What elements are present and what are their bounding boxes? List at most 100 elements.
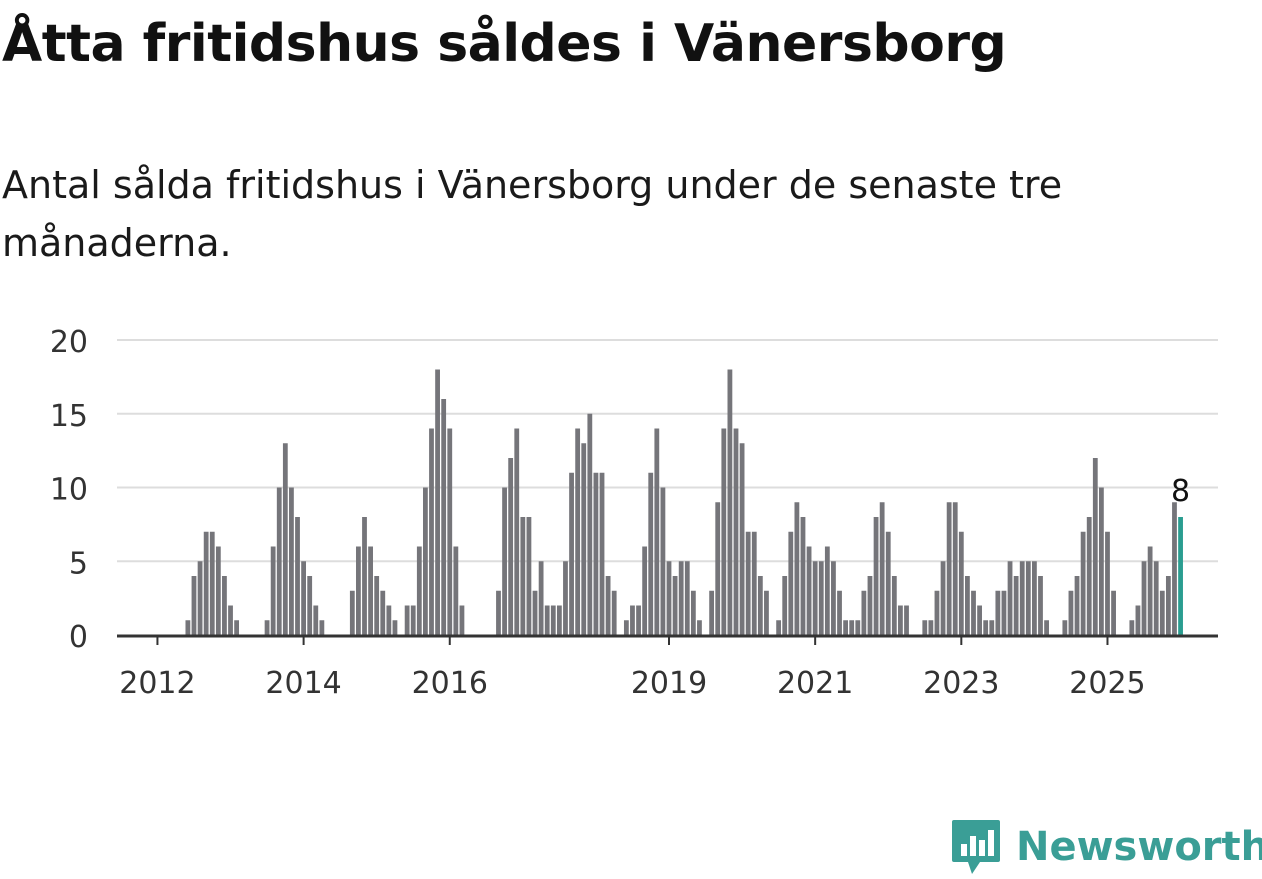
bar [946, 502, 952, 635]
bar [776, 620, 782, 635]
bar [989, 620, 995, 635]
bar [569, 472, 574, 635]
bar [1172, 502, 1177, 635]
bar [1013, 576, 1019, 635]
bar [368, 546, 373, 635]
bar [837, 590, 842, 635]
bar [575, 428, 581, 635]
bar [319, 620, 325, 635]
newsworthy-brand[interactable]: Newsworthy [950, 818, 1262, 876]
bar [228, 605, 233, 635]
bar [1105, 531, 1110, 635]
bar [1098, 487, 1104, 635]
x-tick-label: 2012 [119, 666, 195, 701]
bar [660, 487, 666, 635]
bar [550, 605, 556, 635]
bar [715, 502, 721, 635]
bar [788, 531, 794, 635]
bar [965, 576, 970, 635]
bar [215, 546, 221, 635]
bar [538, 561, 544, 635]
bar [1159, 590, 1165, 635]
x-tick-label: 2019 [631, 666, 707, 701]
bar [867, 576, 873, 635]
bar [1032, 561, 1037, 635]
bar [1086, 517, 1092, 635]
bar [928, 620, 934, 635]
bar [1080, 531, 1086, 635]
bar [1068, 590, 1074, 635]
bar [581, 443, 587, 635]
bar [270, 546, 276, 635]
bar [496, 590, 501, 635]
bar [435, 369, 440, 635]
bar-highlight [1178, 517, 1183, 635]
highlight-value-label: 8 [1171, 474, 1190, 509]
bar [563, 561, 568, 635]
bar [282, 443, 288, 635]
bar [356, 546, 361, 635]
bar-chart: 0 5 10 15 20 8 2012 2014 2016 2019 2021 2023 2025 [50, 325, 1218, 701]
bar [429, 428, 434, 635]
chart-subtitle: Antal sålda fritidshus i Vänersborg unde… [2, 163, 1063, 265]
bar [934, 590, 940, 635]
bar [599, 472, 605, 635]
bar [1074, 576, 1080, 635]
bar [1147, 546, 1153, 635]
bar [605, 576, 611, 635]
bar [794, 502, 800, 635]
bar [690, 590, 696, 635]
bar [307, 576, 313, 635]
bar [623, 620, 629, 635]
bar [1001, 590, 1007, 635]
bar [508, 458, 514, 635]
bar [697, 620, 702, 635]
bar [885, 531, 891, 635]
bar [751, 531, 757, 635]
bar [441, 399, 447, 635]
bar [733, 428, 739, 635]
bar [459, 605, 465, 635]
bar [843, 620, 849, 635]
bar [410, 605, 416, 635]
bar [611, 590, 617, 635]
bar [349, 590, 355, 635]
bar [922, 620, 928, 635]
bar [812, 561, 818, 635]
bar [818, 561, 824, 635]
bar [423, 487, 428, 635]
bar [416, 546, 422, 635]
bar [1025, 561, 1031, 635]
x-tick-label: 2025 [1069, 666, 1145, 701]
bar [447, 428, 453, 635]
bar [1141, 561, 1147, 635]
bar [197, 561, 203, 635]
bar [1153, 561, 1159, 635]
bar [380, 590, 386, 635]
bar [276, 487, 282, 635]
bar [873, 517, 879, 635]
bar [301, 561, 306, 635]
bar [806, 546, 812, 635]
bar [526, 517, 532, 635]
brand-name: Newsworthy [1016, 824, 1262, 870]
bar [800, 517, 806, 635]
bar [289, 487, 294, 635]
bar [502, 487, 507, 635]
bar [374, 576, 380, 635]
bar [684, 561, 690, 635]
bar [831, 561, 836, 635]
bar [745, 531, 751, 635]
bar [386, 605, 392, 635]
bar [636, 605, 641, 635]
bar [1135, 605, 1141, 635]
bar [1038, 576, 1043, 635]
bar [739, 443, 745, 635]
bar [898, 605, 903, 635]
y-tick-label: 0 [69, 620, 88, 655]
newsworthy-logo-icon [952, 820, 1000, 874]
bar [891, 576, 897, 635]
x-tick-label: 2021 [777, 666, 853, 701]
y-tick-label: 5 [69, 546, 88, 581]
bar [185, 620, 191, 635]
